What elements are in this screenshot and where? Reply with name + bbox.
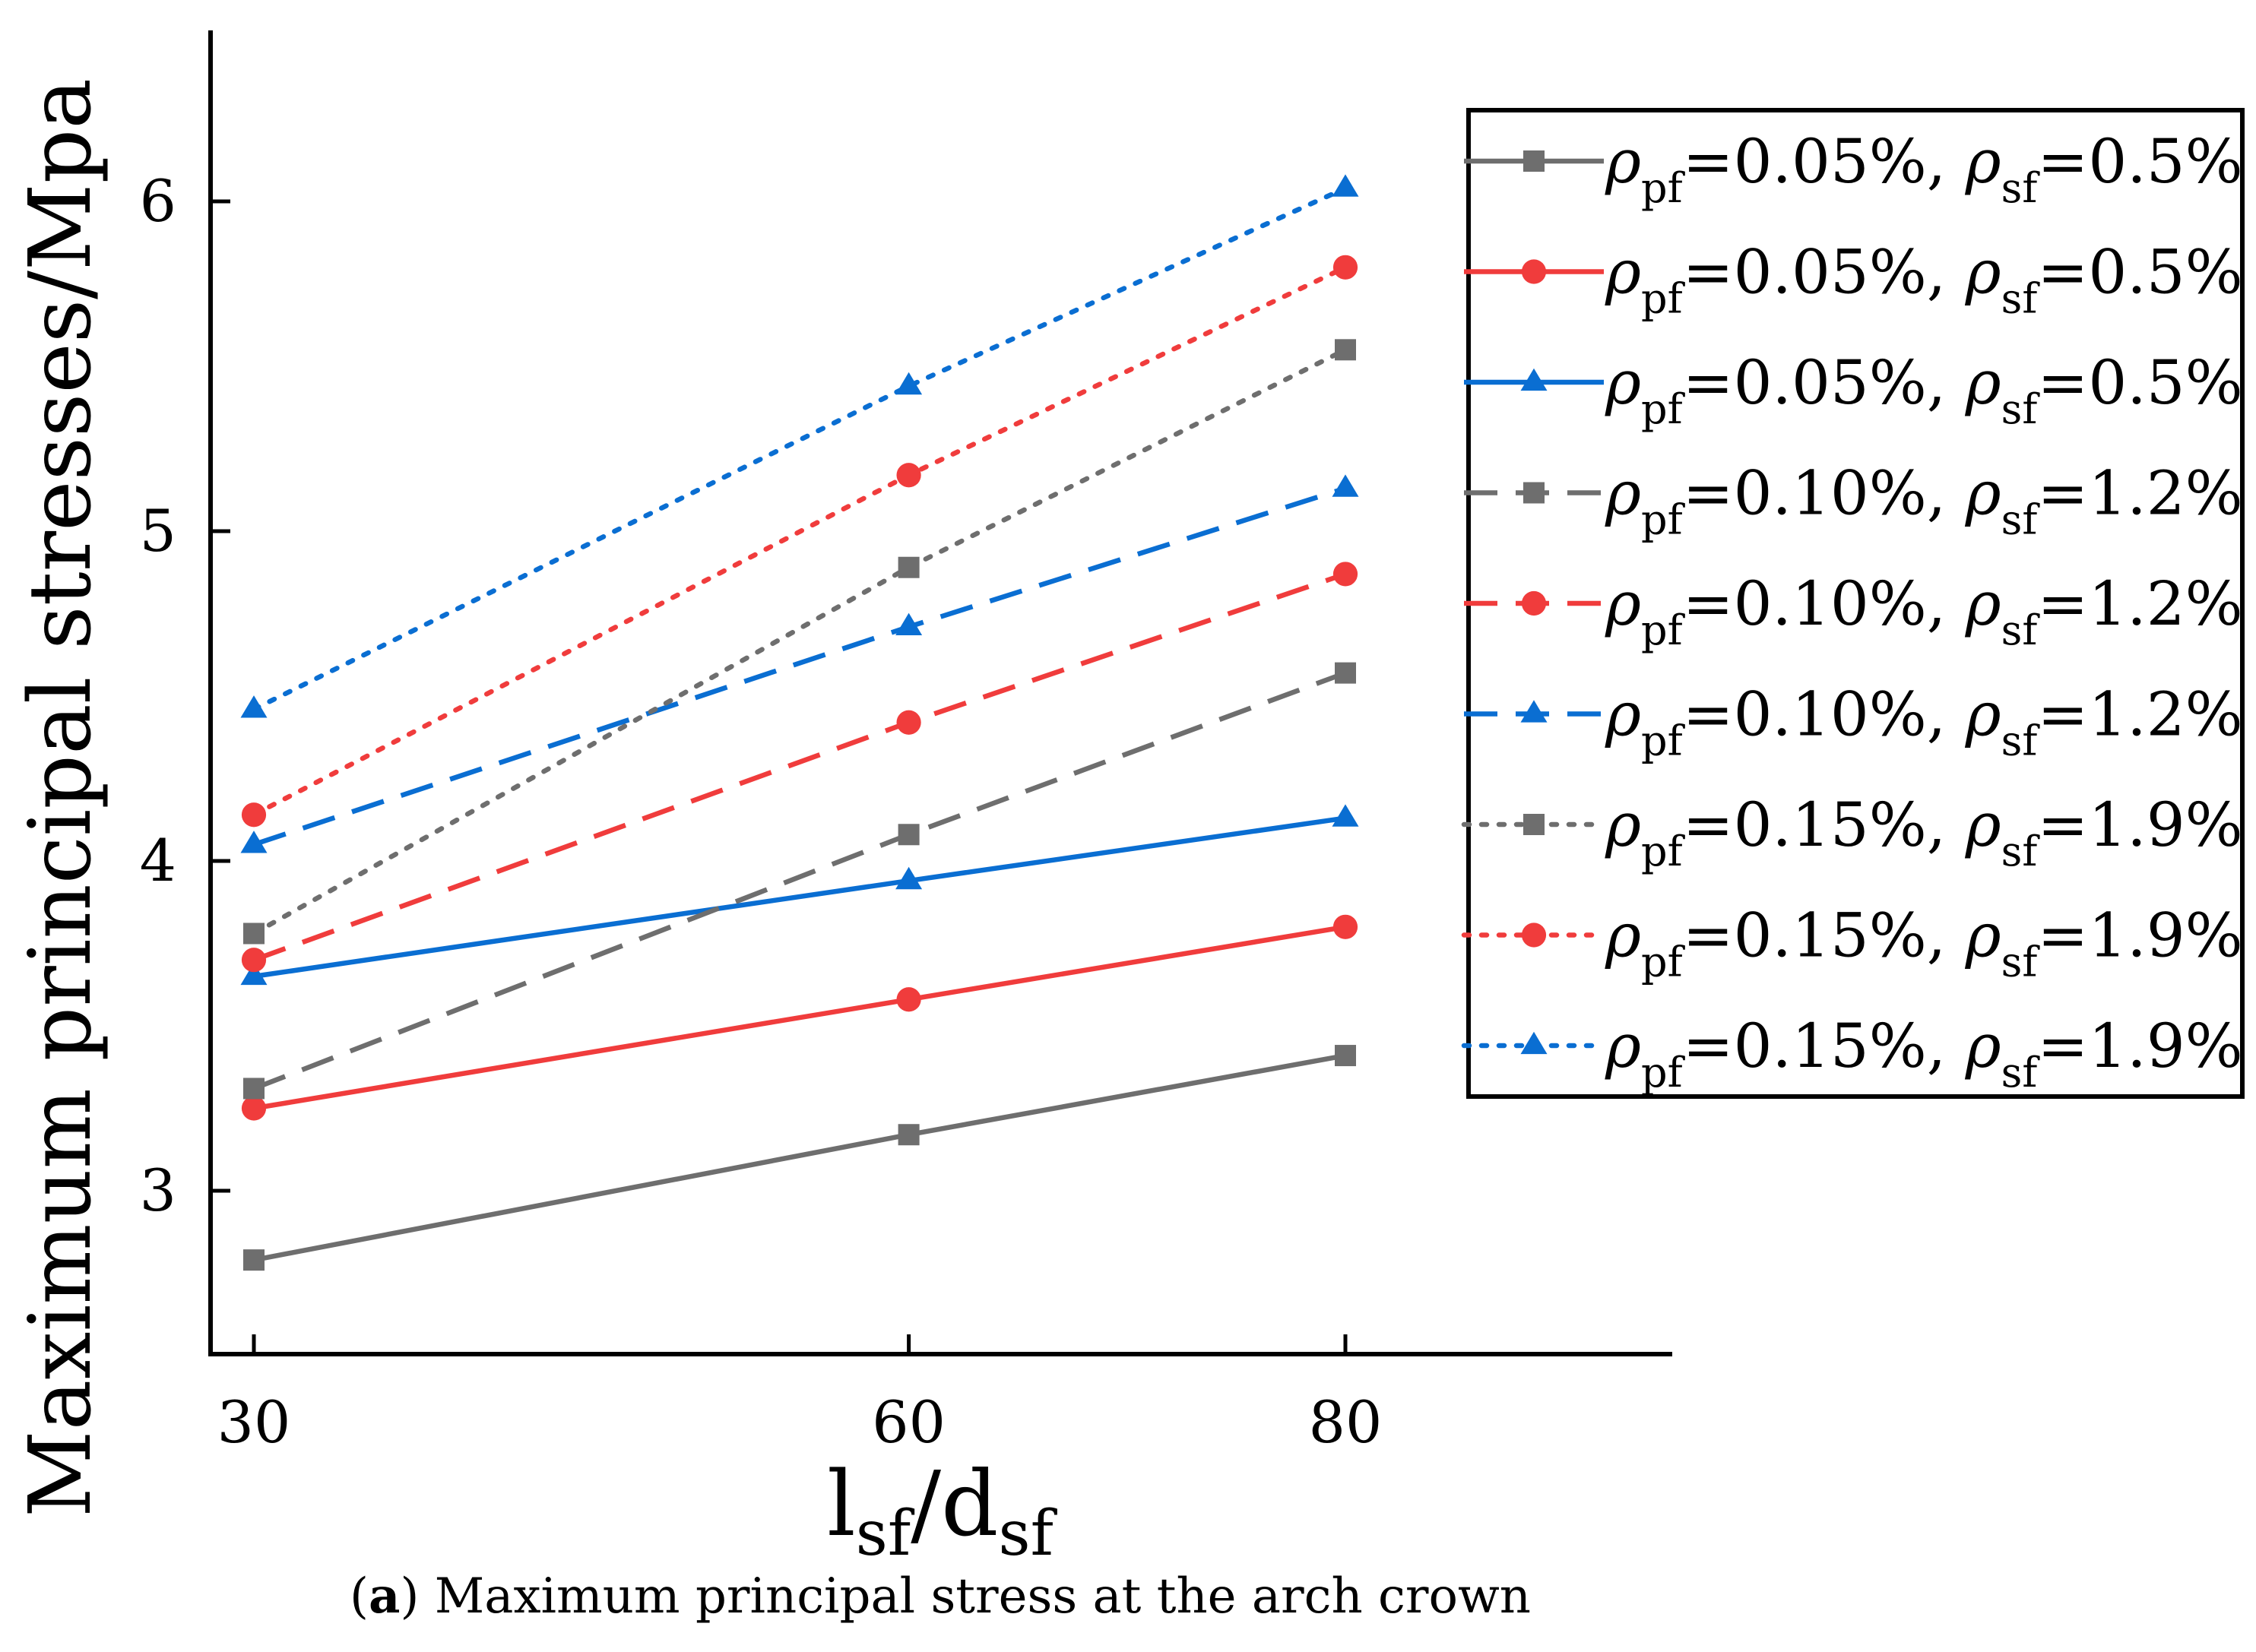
x-axis-label-sub2: sf [999,1498,1058,1570]
series-7-point-1 [243,923,265,945]
series-9-point-1 [240,695,268,718]
legend-item-3: ρpf=0.05%, ρsf=0.5% [1464,347,2243,433]
legend-marker-6 [1520,700,1548,723]
legend-item-6: ρpf=0.10%, ρsf=1.2% [1464,679,2243,765]
x-axis-label-slash: /d [911,1451,998,1556]
x-axis-label: lsf/dsf [827,1451,1058,1570]
series-4 [243,662,1356,1100]
series-layer [240,174,1359,1271]
series-4-point-3 [1335,662,1356,684]
legend-label-3: ρpf=0.05%, ρsf=0.5% [1605,347,2243,433]
series-9-point-3 [1332,174,1359,197]
x-axis-label-l: l [827,1451,856,1556]
series-7-point-3 [1335,339,1356,361]
legend-marker-3 [1520,368,1548,391]
series-1 [243,1045,1356,1271]
series-8-point-3 [1332,255,1358,280]
x-tick-label-80: 80 [1309,1388,1383,1456]
series-1-point-3 [1335,1045,1356,1067]
series-9-line [251,185,1348,712]
legend-label-4: ρpf=0.10%, ρsf=1.2% [1605,458,2243,544]
caption-bold: a [369,1568,400,1625]
legend-item-1: ρpf=0.05%, ρsf=0.5% [1464,126,2243,212]
series-5-point-3 [1332,562,1358,587]
series-3-point-3 [1332,804,1359,827]
series-2 [241,914,1358,1121]
x-axis-label-sub1: sf [856,1498,915,1570]
figure-caption: (a) Maximum principal stress at the arch… [350,1568,1531,1625]
series-6-point-1 [240,831,268,853]
tick-layer: 3 4 5 6 30 60 80 [140,167,1383,1456]
series-6 [240,474,1359,853]
series-2-point-3 [1332,914,1358,939]
series-8-point-2 [896,463,921,488]
legend-item-9: ρpf=0.15%, ρsf=1.9% [1461,1011,2243,1097]
series-5-point-1 [241,948,267,973]
series-1-point-1 [243,1249,265,1271]
legend-label-8: ρpf=0.15%, ρsf=1.9% [1605,900,2243,986]
legend-label-5: ρpf=0.10%, ρsf=1.2% [1605,568,2243,654]
legend-label-2: ρpf=0.05%, ρsf=0.5% [1605,237,2243,323]
legend: ρpf=0.05%, ρsf=0.5% ρpf=0.05%, ρsf=0.5% ρp… [1461,126,2243,1097]
y-tick-label-6: 6 [140,167,176,235]
y-tick-label-4: 4 [140,827,176,894]
legend-label-6: ρpf=0.10%, ρsf=1.2% [1605,679,2243,765]
legend-label-7: ρpf=0.15%, ρsf=1.9% [1605,790,2243,875]
series-1-line [253,1052,1346,1263]
legend-marker-2 [1521,259,1547,284]
series-3-point-2 [895,866,923,890]
y-tick-label-5: 5 [140,497,176,565]
series-3-point-1 [240,962,268,986]
series-5-line [252,571,1347,963]
series-5 [241,562,1358,973]
legend-label-1: ρpf=0.05%, ρsf=0.5% [1605,126,2243,212]
series-7-line [251,347,1348,936]
legend-marker-9 [1520,1031,1548,1055]
legend-marker-7 [1523,814,1545,835]
series-7-point-2 [898,556,920,578]
series-4-point-2 [898,824,920,846]
legend-item-5: ρpf=0.10%, ρsf=1.2% [1464,568,2243,654]
caption-rest: ) Maximum principal stress at the arch c… [400,1568,1531,1625]
legend-marker-1 [1523,150,1545,172]
y-tick-label-3: 3 [140,1157,176,1224]
legend-item-4: ρpf=0.10%, ρsf=1.2% [1464,458,2243,544]
series-2-point-2 [896,987,921,1012]
series-7 [243,339,1356,945]
series-4-point-1 [243,1078,265,1100]
series-2-point-1 [241,1096,267,1121]
series-8-point-1 [241,802,267,828]
x-tick-label-60: 60 [872,1388,946,1456]
y-axis-label: Maximum principal stresses/Mpa [11,78,110,1517]
legend-marker-4 [1523,482,1545,504]
series-1-point-2 [898,1124,920,1146]
series-8 [241,255,1358,828]
series-4-line [252,670,1347,1091]
caption-prefix: ( [350,1568,369,1625]
legend-marker-8 [1521,923,1547,948]
axes-layer [208,30,1672,1356]
legend-marker-5 [1521,590,1547,616]
series-9-point-2 [895,372,923,395]
legend-item-7: ρpf=0.15%, ρsf=1.9% [1461,790,2243,875]
series-6-point-2 [895,612,923,636]
series-5-point-2 [896,710,921,735]
series-6-line [252,486,1346,847]
series-3 [240,804,1359,986]
legend-label-9: ρpf=0.15%, ρsf=1.9% [1605,1011,2243,1097]
series-6-point-3 [1332,474,1359,497]
legend-item-2: ρpf=0.05%, ρsf=0.5% [1464,237,2243,323]
series-9 [240,174,1359,718]
legend-item-8: ρpf=0.15%, ρsf=1.9% [1461,900,2243,986]
x-tick-label-30: 30 [217,1388,291,1456]
